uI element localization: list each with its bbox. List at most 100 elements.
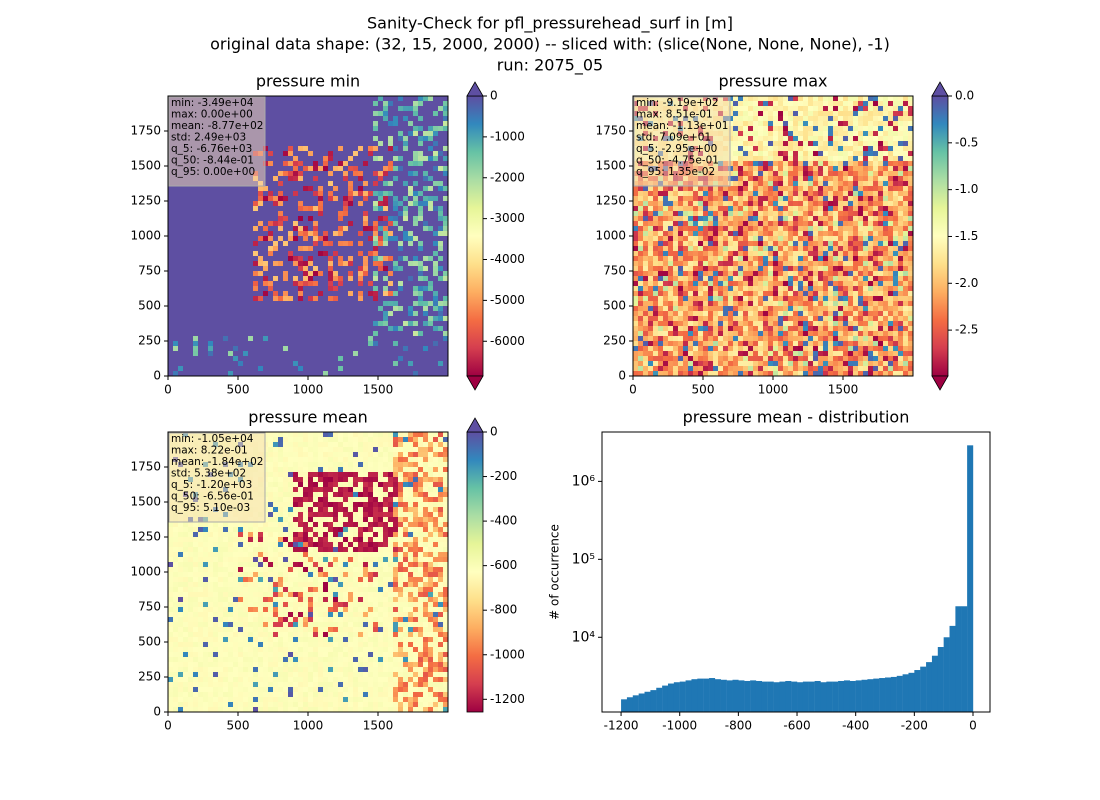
heatmap-cell: [263, 286, 269, 292]
figure-subtitle: original data shape: (32, 15, 2000, 2000…: [210, 35, 890, 54]
heatmap-cell: [248, 366, 254, 372]
heatmap-cell: [358, 346, 364, 352]
heatmap-cell: [203, 261, 209, 267]
heatmap-cell: [758, 216, 764, 222]
heatmap-cell: [428, 336, 434, 342]
heatmap-cell: [678, 191, 684, 197]
heatmap-cell: [258, 221, 264, 227]
heatmap-cell: [428, 216, 434, 222]
heatmap-cell: [283, 191, 289, 197]
heatmap-cell: [218, 216, 224, 222]
heatmap-cell: [843, 116, 849, 122]
heatmap-cell: [903, 171, 909, 177]
heatmap-cell: [858, 126, 864, 132]
heatmap-cell: [383, 306, 389, 312]
heatmap-cell: [738, 146, 744, 152]
heatmap-cell: [803, 121, 809, 127]
heatmap-cell: [713, 216, 719, 222]
heatmap-cell: [323, 106, 329, 112]
heatmap-cell: [208, 346, 214, 352]
heatmap-cell: [278, 236, 284, 242]
heatmap-cell: [253, 296, 259, 302]
heatmap-cell: [383, 146, 389, 152]
heatmap-cell: [323, 346, 329, 352]
y-tick-label: 1000: [130, 229, 161, 243]
colorbar-tick-label: -2000: [490, 170, 525, 184]
heatmap-cell: [338, 341, 344, 347]
heatmap-cell: [893, 251, 899, 257]
heatmap-cell: [328, 186, 334, 192]
heatmap-cell: [273, 316, 279, 322]
heatmap-cell: [873, 236, 879, 242]
heatmap-cell: [323, 186, 329, 192]
heatmap-cell: [348, 101, 354, 107]
heatmap-cell: [288, 356, 294, 362]
heatmap-cell: [368, 236, 374, 242]
heatmap-cell: [778, 151, 784, 157]
heatmap-cell: [333, 196, 339, 202]
heatmap-cell: [338, 161, 344, 167]
heatmap-cell: [298, 316, 304, 322]
heatmap-cell: [398, 211, 404, 217]
heatmap-cell: [708, 246, 714, 252]
heatmap-cell: [218, 351, 224, 357]
heatmap-cell: [648, 221, 654, 227]
heatmap-cell: [868, 151, 874, 157]
heatmap-cell: [813, 96, 819, 102]
heatmap-cell: [368, 186, 374, 192]
heatmap-cell: [333, 176, 339, 182]
heatmap-cell: [328, 321, 334, 327]
heatmap-cell: [218, 276, 224, 282]
heatmap-cell: [718, 186, 724, 192]
heatmap-cell: [423, 146, 429, 152]
heatmap-cell: [263, 316, 269, 322]
heatmap-cell: [393, 296, 399, 302]
heatmap-cell: [808, 236, 814, 242]
heatmap-cell: [333, 201, 339, 207]
heatmap-cell: [733, 201, 739, 207]
heatmap-cell: [738, 201, 744, 207]
heatmap-cell: [638, 201, 644, 207]
heatmap-cell: [268, 276, 274, 282]
heatmap-cell: [908, 231, 914, 237]
heatmap-cell: [433, 341, 439, 347]
heatmap-cell: [893, 126, 899, 132]
heatmap-cell: [443, 156, 449, 162]
heatmap-cell: [908, 221, 914, 227]
heatmap-cell: [783, 126, 789, 132]
heatmap-cell: [393, 261, 399, 267]
heatmap-cell: [268, 306, 274, 312]
heatmap-cell: [373, 186, 379, 192]
heatmap-cell: [388, 146, 394, 152]
heatmap-cell: [738, 116, 744, 122]
heatmap-cell: [763, 156, 769, 162]
heatmap-cell: [673, 241, 679, 247]
heatmap-cell: [893, 156, 899, 162]
heatmap-cell: [278, 276, 284, 282]
heatmap-cell: [308, 231, 314, 237]
heatmap-cell: [418, 136, 424, 142]
heatmap-cell: [288, 261, 294, 267]
heatmap-cell: [183, 306, 189, 312]
heatmap-cell: [843, 246, 849, 252]
heatmap-cell: [213, 241, 219, 247]
heatmap-cell: [908, 251, 914, 257]
heatmap-cell: [433, 171, 439, 177]
heatmap-cell: [783, 116, 789, 122]
heatmap-cell: [828, 216, 834, 222]
heatmap-cell: [303, 371, 309, 377]
heatmap-cell: [373, 221, 379, 227]
heatmap-cell: [748, 106, 754, 112]
heatmap-cell: [423, 156, 429, 162]
heatmap-cell: [168, 366, 174, 372]
x-tick-label: 1500: [363, 383, 394, 397]
heatmap-cell: [433, 366, 439, 372]
heatmap-cell: [898, 161, 904, 167]
heatmap-cell: [243, 371, 249, 377]
heatmap-cell: [388, 311, 394, 317]
heatmap-cell: [273, 161, 279, 167]
heatmap-cell: [758, 176, 764, 182]
heatmap-cell: [308, 216, 314, 222]
heatmap-cell: [438, 316, 444, 322]
heatmap-cell: [168, 276, 174, 282]
